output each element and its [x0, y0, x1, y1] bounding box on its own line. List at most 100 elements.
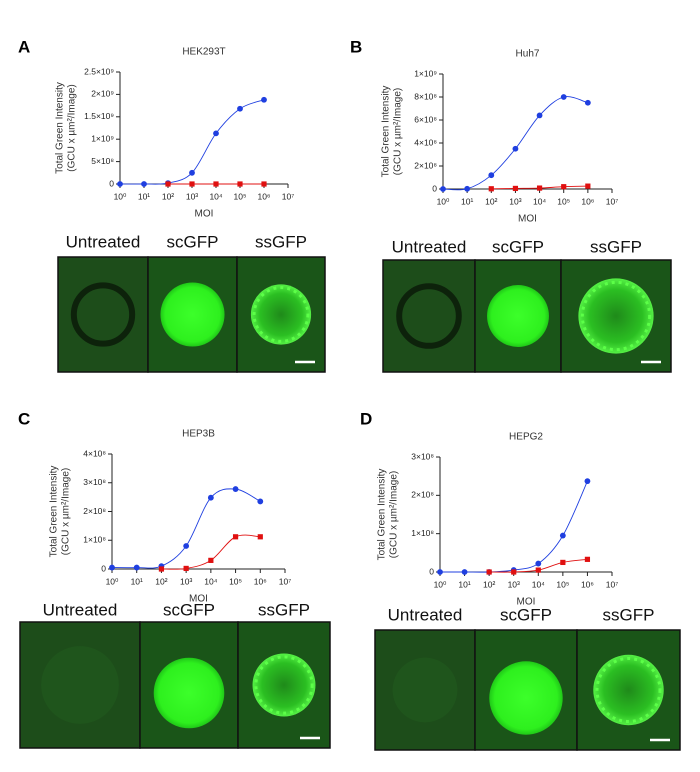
- y-tick-label: 1×10⁹: [414, 68, 437, 78]
- y-tick-label: 2×10⁸: [411, 490, 434, 500]
- y-tick-label: 4×10⁸: [83, 448, 106, 458]
- y-tick-label: 0: [101, 563, 106, 573]
- data-point: [486, 569, 492, 575]
- image-label: ssGFP: [258, 600, 310, 619]
- y-tick-label: 6×10⁸: [414, 114, 437, 124]
- y-tick-label: 2×10⁸: [414, 160, 437, 170]
- cell-solid: [160, 282, 225, 347]
- data-point: [488, 172, 495, 179]
- data-point: [261, 96, 267, 103]
- data-point: [109, 564, 115, 571]
- chart-title: HEK293T: [182, 47, 225, 58]
- x-axis-label: MOI: [195, 209, 214, 220]
- data-point: [183, 543, 190, 549]
- data-point: [584, 556, 591, 562]
- data-point: [237, 181, 243, 187]
- data-point: [117, 181, 123, 187]
- x-tick-label: 10⁰: [437, 196, 450, 206]
- data-point: [261, 181, 267, 187]
- x-tick-label: 10⁶: [254, 576, 267, 586]
- x-tick-label: 10⁴: [209, 191, 222, 201]
- x-axis-label: MOI: [518, 214, 537, 225]
- image-label: ssGFP: [603, 605, 655, 624]
- cell-hollow: [250, 284, 312, 345]
- image-label: Untreated: [388, 605, 463, 624]
- y-tick-label: 1×10⁸: [411, 528, 434, 538]
- x-tick-label: 10⁵: [229, 576, 242, 586]
- image-label: ssGFP: [255, 232, 307, 251]
- data-point: [461, 569, 468, 575]
- data-point: [560, 559, 566, 566]
- fit-line: [442, 96, 588, 191]
- y-tick-label: 0: [432, 183, 437, 193]
- y-tick-label: 1×10⁹: [91, 133, 114, 143]
- data-point: [207, 494, 214, 501]
- y-axis-label: (GCU x µm²/Image): [61, 468, 72, 555]
- x-tick-label: 10⁴: [533, 196, 546, 206]
- cell-solid: [489, 661, 563, 735]
- data-point: [208, 557, 214, 563]
- image-label: scGFP: [500, 605, 552, 624]
- x-tick-label: 10³: [509, 196, 521, 206]
- chart-title: HEP3B: [182, 429, 215, 440]
- panel-letter: B: [350, 37, 362, 56]
- y-tick-label: 2×10⁸: [83, 506, 106, 516]
- fit-line: [439, 480, 588, 573]
- x-tick-label: 10²: [162, 191, 174, 201]
- cell-faint: [392, 657, 458, 723]
- data-point: [511, 569, 517, 575]
- cell-ring: [70, 282, 136, 347]
- x-tick-label: 10⁷: [606, 196, 619, 206]
- x-tick-label: 10⁵: [556, 579, 569, 589]
- data-point: [559, 532, 566, 539]
- y-axis-label: (GCU x µm²/Image): [393, 88, 404, 175]
- y-tick-label: 2×10⁹: [91, 89, 114, 99]
- x-tick-label: 10²: [485, 196, 497, 206]
- y-tick-label: 0: [429, 566, 434, 576]
- x-tick-label: 10⁷: [279, 576, 292, 586]
- x-tick-label: 10³: [186, 191, 198, 201]
- data-point: [585, 183, 591, 189]
- x-tick-label: 10⁰: [114, 191, 127, 201]
- image-label: Untreated: [43, 600, 118, 619]
- x-tick-label: 10²: [483, 579, 495, 589]
- y-tick-label: 1.5×10⁹: [84, 111, 114, 121]
- y-tick-label: 3×10⁸: [411, 451, 434, 461]
- x-axis-label: MOI: [189, 594, 208, 605]
- data-point: [257, 534, 263, 540]
- x-tick-label: 10¹: [461, 196, 473, 206]
- x-axis-label: MOI: [517, 597, 536, 608]
- data-point: [437, 569, 443, 575]
- x-tick-label: 10³: [508, 579, 520, 589]
- data-point: [158, 566, 165, 572]
- data-point: [213, 181, 219, 187]
- data-point: [488, 186, 494, 192]
- y-tick-label: 5×10⁸: [91, 156, 114, 166]
- cell-ring: [396, 283, 462, 349]
- cell-speckle: [254, 655, 314, 715]
- data-point: [141, 181, 147, 187]
- y-axis-label: Total Green Intensity: [381, 86, 392, 178]
- y-axis-label: (GCU x µm²/Image): [67, 84, 78, 171]
- x-tick-label: 10⁷: [606, 579, 619, 589]
- x-tick-label: 10¹: [458, 579, 470, 589]
- y-axis-label: Total Green Intensity: [55, 82, 66, 174]
- image-label: scGFP: [163, 600, 215, 619]
- data-point: [232, 534, 239, 540]
- data-point: [584, 99, 591, 106]
- x-tick-label: 10⁵: [557, 196, 570, 206]
- y-tick-label: 3×10⁸: [83, 477, 106, 487]
- panel-letter: A: [18, 37, 30, 56]
- x-tick-label: 10⁴: [532, 579, 545, 589]
- y-tick-label: 8×10⁸: [414, 91, 437, 101]
- cell-solid: [487, 285, 549, 347]
- fit-line: [161, 534, 261, 570]
- data-point: [512, 185, 519, 192]
- data-point: [133, 564, 140, 571]
- chart-title: HEPG2: [509, 432, 543, 443]
- y-axis-label: (GCU x µm²/Image): [389, 471, 400, 558]
- data-point: [560, 94, 567, 100]
- x-tick-label: 10⁶: [581, 196, 594, 206]
- x-tick-label: 10³: [180, 576, 192, 586]
